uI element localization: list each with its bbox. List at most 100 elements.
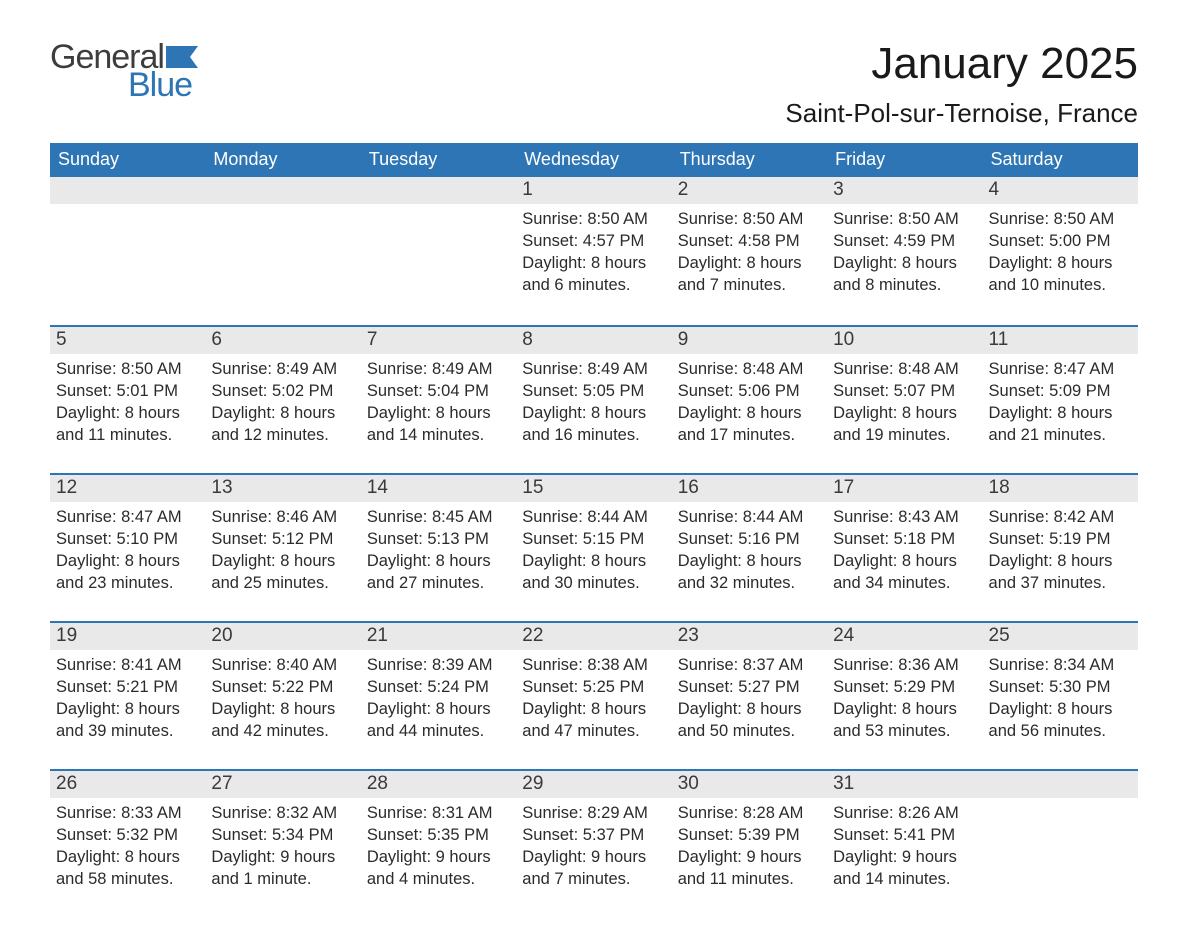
day-details: Sunrise: 8:50 AMSunset: 4:59 PMDaylight:… bbox=[827, 204, 982, 300]
day-number bbox=[50, 177, 205, 204]
day-cell: 19Sunrise: 8:41 AMSunset: 5:21 PMDayligh… bbox=[50, 623, 205, 769]
title-block: January 2025 Saint-Pol-sur-Ternoise, Fra… bbox=[785, 40, 1138, 129]
day-cell: 29Sunrise: 8:29 AMSunset: 5:37 PMDayligh… bbox=[516, 771, 671, 917]
day-number: 18 bbox=[983, 475, 1138, 502]
weeks-container: 1Sunrise: 8:50 AMSunset: 4:57 PMDaylight… bbox=[50, 177, 1138, 917]
day-cell: 22Sunrise: 8:38 AMSunset: 5:25 PMDayligh… bbox=[516, 623, 671, 769]
sunset-line: Sunset: 5:04 PM bbox=[367, 381, 510, 403]
daylight-line: Daylight: 8 hours and 12 minutes. bbox=[211, 403, 354, 447]
sunrise-line: Sunrise: 8:39 AM bbox=[367, 655, 510, 677]
day-cell: 9Sunrise: 8:48 AMSunset: 5:06 PMDaylight… bbox=[672, 327, 827, 473]
day-cell: 1Sunrise: 8:50 AMSunset: 4:57 PMDaylight… bbox=[516, 177, 671, 325]
day-number: 9 bbox=[672, 327, 827, 354]
daylight-line: Daylight: 9 hours and 7 minutes. bbox=[522, 847, 665, 891]
day-header: Wednesday bbox=[516, 143, 671, 177]
daylight-line: Daylight: 8 hours and 42 minutes. bbox=[211, 699, 354, 743]
day-cell bbox=[205, 177, 360, 325]
day-details: Sunrise: 8:42 AMSunset: 5:19 PMDaylight:… bbox=[983, 502, 1138, 598]
day-cell: 14Sunrise: 8:45 AMSunset: 5:13 PMDayligh… bbox=[361, 475, 516, 621]
day-details: Sunrise: 8:47 AMSunset: 5:09 PMDaylight:… bbox=[983, 354, 1138, 450]
day-number: 28 bbox=[361, 771, 516, 798]
daylight-line: Daylight: 8 hours and 16 minutes. bbox=[522, 403, 665, 447]
day-cell: 13Sunrise: 8:46 AMSunset: 5:12 PMDayligh… bbox=[205, 475, 360, 621]
page: General Blue January 2025 Saint-Pol-sur-… bbox=[0, 0, 1188, 947]
day-number bbox=[361, 177, 516, 204]
sunset-line: Sunset: 4:59 PM bbox=[833, 231, 976, 253]
week-row: 1Sunrise: 8:50 AMSunset: 4:57 PMDaylight… bbox=[50, 177, 1138, 325]
sunrise-line: Sunrise: 8:38 AM bbox=[522, 655, 665, 677]
daylight-line: Daylight: 8 hours and 32 minutes. bbox=[678, 551, 821, 595]
sunrise-line: Sunrise: 8:40 AM bbox=[211, 655, 354, 677]
day-cell: 8Sunrise: 8:49 AMSunset: 5:05 PMDaylight… bbox=[516, 327, 671, 473]
day-cell: 7Sunrise: 8:49 AMSunset: 5:04 PMDaylight… bbox=[361, 327, 516, 473]
day-header: Thursday bbox=[672, 143, 827, 177]
day-details: Sunrise: 8:39 AMSunset: 5:24 PMDaylight:… bbox=[361, 650, 516, 746]
daylight-line: Daylight: 8 hours and 27 minutes. bbox=[367, 551, 510, 595]
day-cell: 3Sunrise: 8:50 AMSunset: 4:59 PMDaylight… bbox=[827, 177, 982, 325]
daylight-line: Daylight: 9 hours and 1 minute. bbox=[211, 847, 354, 891]
daylight-line: Daylight: 9 hours and 4 minutes. bbox=[367, 847, 510, 891]
daylight-line: Daylight: 9 hours and 11 minutes. bbox=[678, 847, 821, 891]
sunrise-line: Sunrise: 8:50 AM bbox=[678, 209, 821, 231]
sunset-line: Sunset: 5:35 PM bbox=[367, 825, 510, 847]
day-cell: 12Sunrise: 8:47 AMSunset: 5:10 PMDayligh… bbox=[50, 475, 205, 621]
day-details: Sunrise: 8:28 AMSunset: 5:39 PMDaylight:… bbox=[672, 798, 827, 894]
day-number: 2 bbox=[672, 177, 827, 204]
day-number: 7 bbox=[361, 327, 516, 354]
daylight-line: Daylight: 8 hours and 10 minutes. bbox=[989, 253, 1132, 297]
sunrise-line: Sunrise: 8:26 AM bbox=[833, 803, 976, 825]
daylight-line: Daylight: 8 hours and 8 minutes. bbox=[833, 253, 976, 297]
day-number: 14 bbox=[361, 475, 516, 502]
day-number: 11 bbox=[983, 327, 1138, 354]
daylight-line: Daylight: 8 hours and 14 minutes. bbox=[367, 403, 510, 447]
sunset-line: Sunset: 5:24 PM bbox=[367, 677, 510, 699]
day-details: Sunrise: 8:48 AMSunset: 5:06 PMDaylight:… bbox=[672, 354, 827, 450]
day-details: Sunrise: 8:36 AMSunset: 5:29 PMDaylight:… bbox=[827, 650, 982, 746]
sunrise-line: Sunrise: 8:44 AM bbox=[678, 507, 821, 529]
daylight-line: Daylight: 8 hours and 47 minutes. bbox=[522, 699, 665, 743]
daylight-line: Daylight: 8 hours and 53 minutes. bbox=[833, 699, 976, 743]
day-cell: 24Sunrise: 8:36 AMSunset: 5:29 PMDayligh… bbox=[827, 623, 982, 769]
day-number: 8 bbox=[516, 327, 671, 354]
day-cell: 21Sunrise: 8:39 AMSunset: 5:24 PMDayligh… bbox=[361, 623, 516, 769]
day-details: Sunrise: 8:40 AMSunset: 5:22 PMDaylight:… bbox=[205, 650, 360, 746]
day-cell: 17Sunrise: 8:43 AMSunset: 5:18 PMDayligh… bbox=[827, 475, 982, 621]
sunset-line: Sunset: 5:25 PM bbox=[522, 677, 665, 699]
day-number: 31 bbox=[827, 771, 982, 798]
sunset-line: Sunset: 5:16 PM bbox=[678, 529, 821, 551]
sunrise-line: Sunrise: 8:48 AM bbox=[678, 359, 821, 381]
sunrise-line: Sunrise: 8:45 AM bbox=[367, 507, 510, 529]
daylight-line: Daylight: 8 hours and 6 minutes. bbox=[522, 253, 665, 297]
day-number: 12 bbox=[50, 475, 205, 502]
day-details: Sunrise: 8:38 AMSunset: 5:25 PMDaylight:… bbox=[516, 650, 671, 746]
day-cell: 28Sunrise: 8:31 AMSunset: 5:35 PMDayligh… bbox=[361, 771, 516, 917]
sunset-line: Sunset: 5:12 PM bbox=[211, 529, 354, 551]
sunset-line: Sunset: 5:00 PM bbox=[989, 231, 1132, 253]
day-number: 27 bbox=[205, 771, 360, 798]
sunrise-line: Sunrise: 8:48 AM bbox=[833, 359, 976, 381]
sunset-line: Sunset: 5:09 PM bbox=[989, 381, 1132, 403]
day-details: Sunrise: 8:31 AMSunset: 5:35 PMDaylight:… bbox=[361, 798, 516, 894]
day-number bbox=[983, 771, 1138, 798]
day-cell: 26Sunrise: 8:33 AMSunset: 5:32 PMDayligh… bbox=[50, 771, 205, 917]
day-number: 4 bbox=[983, 177, 1138, 204]
day-details: Sunrise: 8:49 AMSunset: 5:05 PMDaylight:… bbox=[516, 354, 671, 450]
day-cell: 20Sunrise: 8:40 AMSunset: 5:22 PMDayligh… bbox=[205, 623, 360, 769]
day-number: 15 bbox=[516, 475, 671, 502]
day-number: 30 bbox=[672, 771, 827, 798]
daylight-line: Daylight: 8 hours and 11 minutes. bbox=[56, 403, 199, 447]
day-number: 22 bbox=[516, 623, 671, 650]
sunrise-line: Sunrise: 8:41 AM bbox=[56, 655, 199, 677]
day-cell: 6Sunrise: 8:49 AMSunset: 5:02 PMDaylight… bbox=[205, 327, 360, 473]
day-details: Sunrise: 8:37 AMSunset: 5:27 PMDaylight:… bbox=[672, 650, 827, 746]
sunrise-line: Sunrise: 8:50 AM bbox=[989, 209, 1132, 231]
day-cell: 31Sunrise: 8:26 AMSunset: 5:41 PMDayligh… bbox=[827, 771, 982, 917]
day-cell: 5Sunrise: 8:50 AMSunset: 5:01 PMDaylight… bbox=[50, 327, 205, 473]
daylight-line: Daylight: 8 hours and 21 minutes. bbox=[989, 403, 1132, 447]
day-number: 21 bbox=[361, 623, 516, 650]
sunrise-line: Sunrise: 8:49 AM bbox=[522, 359, 665, 381]
sunset-line: Sunset: 5:05 PM bbox=[522, 381, 665, 403]
day-header: Sunday bbox=[50, 143, 205, 177]
day-header: Tuesday bbox=[361, 143, 516, 177]
day-details: Sunrise: 8:50 AMSunset: 5:00 PMDaylight:… bbox=[983, 204, 1138, 300]
